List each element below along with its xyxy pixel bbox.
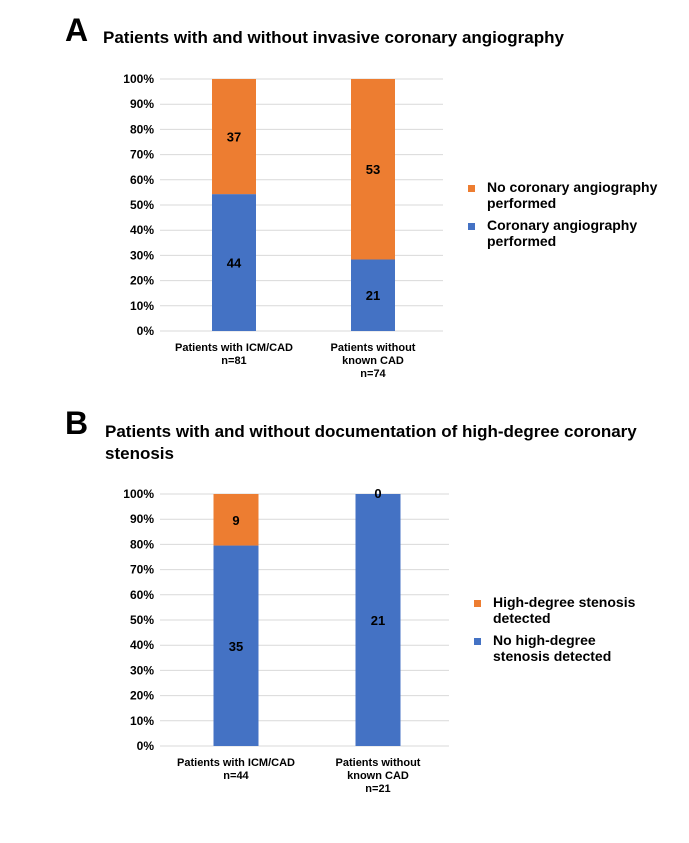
legend-swatch <box>474 600 481 607</box>
data-label: 37 <box>227 130 241 145</box>
legend-label: detected <box>493 610 551 626</box>
bar-segment <box>213 494 259 546</box>
y-tick-label: 50% <box>130 198 154 212</box>
bar-segment <box>212 194 256 331</box>
category-label: Patients without <box>331 342 416 354</box>
y-tick-label: 60% <box>130 588 154 602</box>
y-tick-label: 80% <box>130 537 154 551</box>
y-tick-label: 70% <box>130 563 154 577</box>
panel-b-title: Patients with and without documentation … <box>105 421 637 465</box>
y-tick-label: 30% <box>130 248 154 262</box>
panel-b-title-line-1: Patients with and without documentation … <box>105 422 637 441</box>
data-label: 9 <box>232 513 239 528</box>
y-tick-label: 20% <box>130 689 154 703</box>
panel-a-letter: A <box>65 12 89 48</box>
data-label: 0 <box>374 486 381 501</box>
legend-label: performed <box>487 233 556 249</box>
y-tick-label: 100% <box>123 72 154 86</box>
legend-label: performed <box>487 195 556 211</box>
legend-label: High-degree stenosis <box>493 594 636 610</box>
y-tick-label: 0% <box>137 324 155 338</box>
bar-segment <box>355 494 401 746</box>
y-tick-label: 100% <box>123 487 154 501</box>
data-label: 35 <box>229 639 243 654</box>
y-tick-label: 10% <box>130 299 154 313</box>
panel-b-title-line-2: stenosis <box>105 444 174 463</box>
y-tick-label: 40% <box>130 223 154 237</box>
bar-segment <box>212 79 256 195</box>
y-tick-label: 90% <box>130 97 154 111</box>
category-label: n=44 <box>223 770 249 782</box>
legend-label: stenosis detected <box>493 648 611 664</box>
data-label: 53 <box>366 162 380 177</box>
panel-b-letter: B <box>65 405 89 441</box>
data-label: 21 <box>366 288 380 303</box>
category-label: Patients with ICM/CAD <box>177 757 295 769</box>
chart-b: 0% 10% 20% 30% 40% 50% 60% 70% 80% 90% 100% 35 9 Pati… <box>123 486 636 795</box>
y-tick-label: 40% <box>130 638 154 652</box>
bar-segment <box>351 259 395 331</box>
data-label: 21 <box>371 613 385 628</box>
legend-swatch <box>468 185 475 192</box>
category-label: known CAD <box>342 355 404 367</box>
panel-a-title: Patients with and without invasive coron… <box>103 28 564 47</box>
legend-swatch <box>468 223 475 230</box>
category-label: Patients with ICM/CAD <box>175 342 293 354</box>
legend-label: No coronary angiography <box>487 179 658 195</box>
category-label: n=81 <box>221 355 246 367</box>
y-tick-label: 50% <box>130 613 154 627</box>
chart-a: 0% 10% 20% 30% 40% 50% 60% 70% 80% 90% 100% 44 37 Pat… <box>123 72 658 380</box>
y-tick-label: 90% <box>130 512 154 526</box>
y-tick-label: 10% <box>130 714 154 728</box>
y-tick-label: 80% <box>130 122 154 136</box>
y-tick-label: 0% <box>137 739 155 753</box>
bar-segment <box>213 545 259 746</box>
category-label: known CAD <box>347 770 409 782</box>
y-tick-label: 30% <box>130 663 154 677</box>
y-tick-label: 20% <box>130 274 154 288</box>
legend-swatch <box>474 638 481 645</box>
bar-segment <box>351 79 395 260</box>
category-label: n=21 <box>365 783 390 795</box>
data-label: 44 <box>227 256 242 271</box>
category-label: n=74 <box>360 368 386 380</box>
y-tick-label: 70% <box>130 148 154 162</box>
category-label: Patients without <box>336 757 421 769</box>
y-tick-label: 60% <box>130 173 154 187</box>
legend-label: Coronary angiography <box>487 217 637 233</box>
legend-label: No high-degree <box>493 632 596 648</box>
